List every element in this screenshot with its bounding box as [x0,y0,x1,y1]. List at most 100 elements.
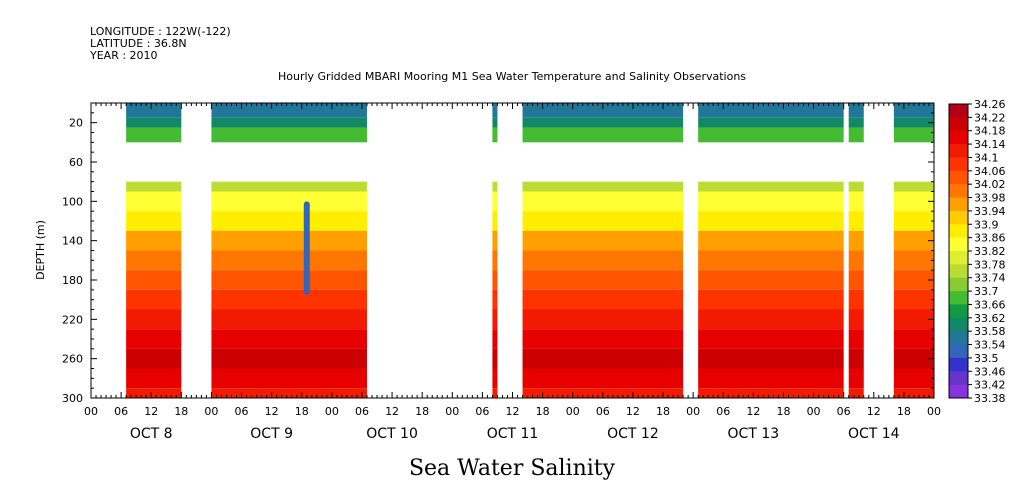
heatmap-cell [848,368,864,389]
colorbar-swatch [949,184,968,199]
colorbar-swatch [949,304,968,319]
heatmap-cell [492,103,498,118]
heatmap-cell [492,211,498,231]
x-hour-label: 00 [84,405,98,418]
colorbar-swatch [949,144,968,158]
x-hour-label: 00 [807,405,821,418]
x-day-label: OCT 14 [848,426,900,442]
heatmap-cell [522,191,684,212]
heatmap-cell [893,191,934,212]
heatmap-cell [848,289,864,310]
heatmap-cell [126,117,182,128]
heatmap-cell [848,329,864,349]
colorbar-swatch [949,104,968,118]
heatmap-cell [848,117,864,128]
colorbar-swatch [949,384,968,399]
heatmap-cell [492,191,498,212]
colorbar-label: 33.74 [974,272,1006,285]
bottom-label: Sea Water Salinity [409,456,616,481]
heatmap-cell [698,289,844,310]
y-tick-label: 300 [62,392,83,405]
y-axis-label: DEPTH (m) [34,220,47,280]
x-hour-label: 12 [746,405,760,418]
heatmap-cell [126,368,182,389]
heatmap-cell [522,211,684,231]
heatmap-cell [211,329,367,349]
x-hour-label: 00 [325,405,339,418]
heatmap-cell [211,191,367,212]
heatmap-cell [893,368,934,389]
latitude-label: LATITUDE : 36.8N [90,37,187,50]
x-day-label: OCT 9 [250,426,293,442]
y-tick-label: 20 [69,117,83,130]
heatmap-cell [522,270,684,290]
x-day-label: OCT 8 [130,426,173,442]
heatmap-cell [211,117,367,128]
heatmap-cell [698,250,844,271]
heatmap-cell [492,127,498,143]
heatmap-cell [492,368,498,389]
heatmap-cell [893,348,934,369]
heatmap-cell [126,309,182,330]
x-hour-label: 00 [927,405,941,418]
heatmap-cell [893,329,934,349]
low-salinity-plume [303,201,310,295]
heatmap-cell [893,270,934,290]
y-axis: 20 60 100 140 180 220 260 300 [62,112,934,405]
x-hour-label: 18 [776,405,790,418]
heatmap-cell [126,329,182,349]
y-tick-label: 180 [62,274,83,287]
colorbar-swatch [949,170,968,185]
y-tick-label: 100 [62,195,83,208]
colorbar-label: 33.9 [974,218,999,231]
colorbar-swatch [949,317,968,332]
y-tick-label: 220 [62,313,83,326]
colorbar-label: 33.54 [974,339,1006,352]
heatmap-cell [522,103,684,118]
heatmap-cell [698,211,844,231]
heatmap-cell [522,181,684,192]
x-hour-label: 12 [626,405,640,418]
colorbar-label: 33.82 [974,245,1006,258]
heatmap-cell [211,368,367,389]
x-hour-label: 00 [686,405,700,418]
heatmap-cell [698,309,844,330]
heatmap-cell [848,127,864,143]
colorbar-label: 33.62 [974,312,1006,325]
heatmap-cell [893,181,934,192]
heatmap-cell [893,309,934,330]
heatmap-cell [893,388,934,398]
heatmap-cell [211,211,367,231]
colorbar-label: 33.7 [974,285,999,298]
x-hour-label: 12 [506,405,520,418]
heatmap-cell [492,117,498,128]
x-hour-label: 18 [295,405,309,418]
x-hour-label: 06 [235,405,249,418]
colorbar-label: 34.1 [974,151,999,164]
heatmap-cell [522,348,684,369]
heatmap-cell [698,329,844,349]
colorbar-label: 34.14 [974,138,1006,151]
heatmap-cell [848,191,864,212]
colorbar-swatch [949,371,968,386]
heatmap-cell [211,309,367,330]
heatmap-cell [126,191,182,212]
x-hour-label: 00 [566,405,580,418]
heatmap-cell [698,230,844,251]
heatmap-cell [848,348,864,369]
colorbar-label: 34.18 [974,125,1006,138]
x-hour-label: 12 [385,405,399,418]
heatmap-cell [848,309,864,330]
year-label: YEAR : 2010 [89,49,158,62]
colorbar-label: 33.38 [974,392,1006,405]
heatmap-cell [126,388,182,398]
heatmap-cell [848,181,864,192]
heatmap-cell [126,250,182,271]
chart-title: Hourly Gridded MBARI Mooring M1 Sea Wate… [278,70,746,83]
x-hour-label: 18 [415,405,429,418]
heatmap-cell [522,309,684,330]
heatmap-cell [126,181,182,192]
colorbar-swatch [949,117,968,132]
heatmap-cell [211,181,367,192]
x-day-label: OCT 12 [607,426,659,442]
